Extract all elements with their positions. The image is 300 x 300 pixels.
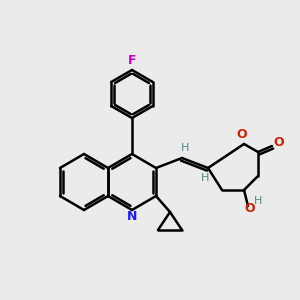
Text: H: H (254, 196, 262, 206)
Text: H: H (181, 143, 189, 153)
Text: O: O (245, 202, 255, 214)
Text: H: H (201, 173, 209, 183)
Text: O: O (274, 136, 284, 149)
Text: O: O (237, 128, 247, 142)
Text: N: N (127, 209, 137, 223)
Text: F: F (128, 55, 136, 68)
